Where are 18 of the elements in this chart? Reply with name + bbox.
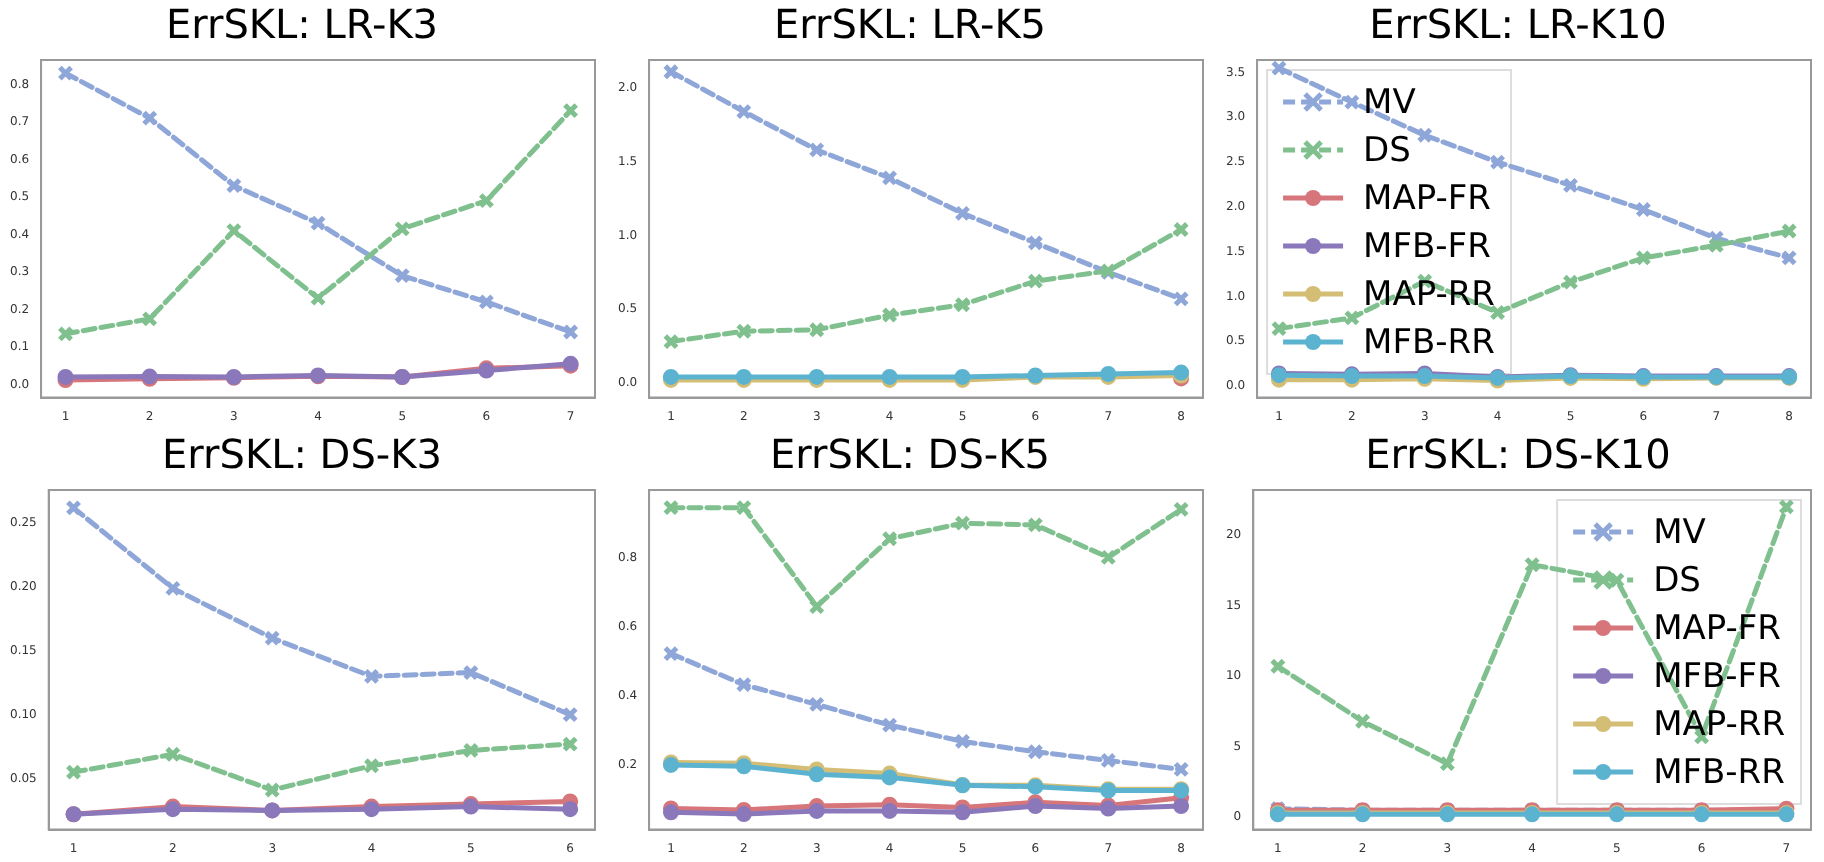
legend-label: MV bbox=[1653, 512, 1707, 553]
chart-title: ErrSKL: DS-K10 bbox=[1365, 430, 1671, 479]
legend-label: MAP-FR bbox=[1363, 178, 1492, 219]
legend-label: MAP-FR bbox=[1653, 608, 1782, 649]
legend-label: MFB-FR bbox=[1363, 226, 1492, 267]
legend-label: MAP-RR bbox=[1653, 704, 1786, 745]
legend-label: DS bbox=[1653, 560, 1701, 601]
legend-label: DS bbox=[1363, 130, 1411, 171]
legend-label: MFB-FR bbox=[1653, 656, 1782, 697]
chart-title: ErrSKL: LR-K5 bbox=[773, 0, 1047, 49]
chart-title: ErrSKL: LR-K3 bbox=[165, 0, 439, 49]
chart-title: ErrSKL: DS-K3 bbox=[162, 430, 442, 479]
legend-label: MV bbox=[1363, 82, 1417, 123]
legend-label: MFB-RR bbox=[1363, 322, 1496, 363]
chart-title: ErrSKL: LR-K10 bbox=[1369, 0, 1667, 49]
legend-label: MFB-RR bbox=[1653, 752, 1786, 793]
chart-title: ErrSKL: DS-K5 bbox=[770, 430, 1050, 479]
legend-label: MAP-RR bbox=[1363, 274, 1496, 315]
